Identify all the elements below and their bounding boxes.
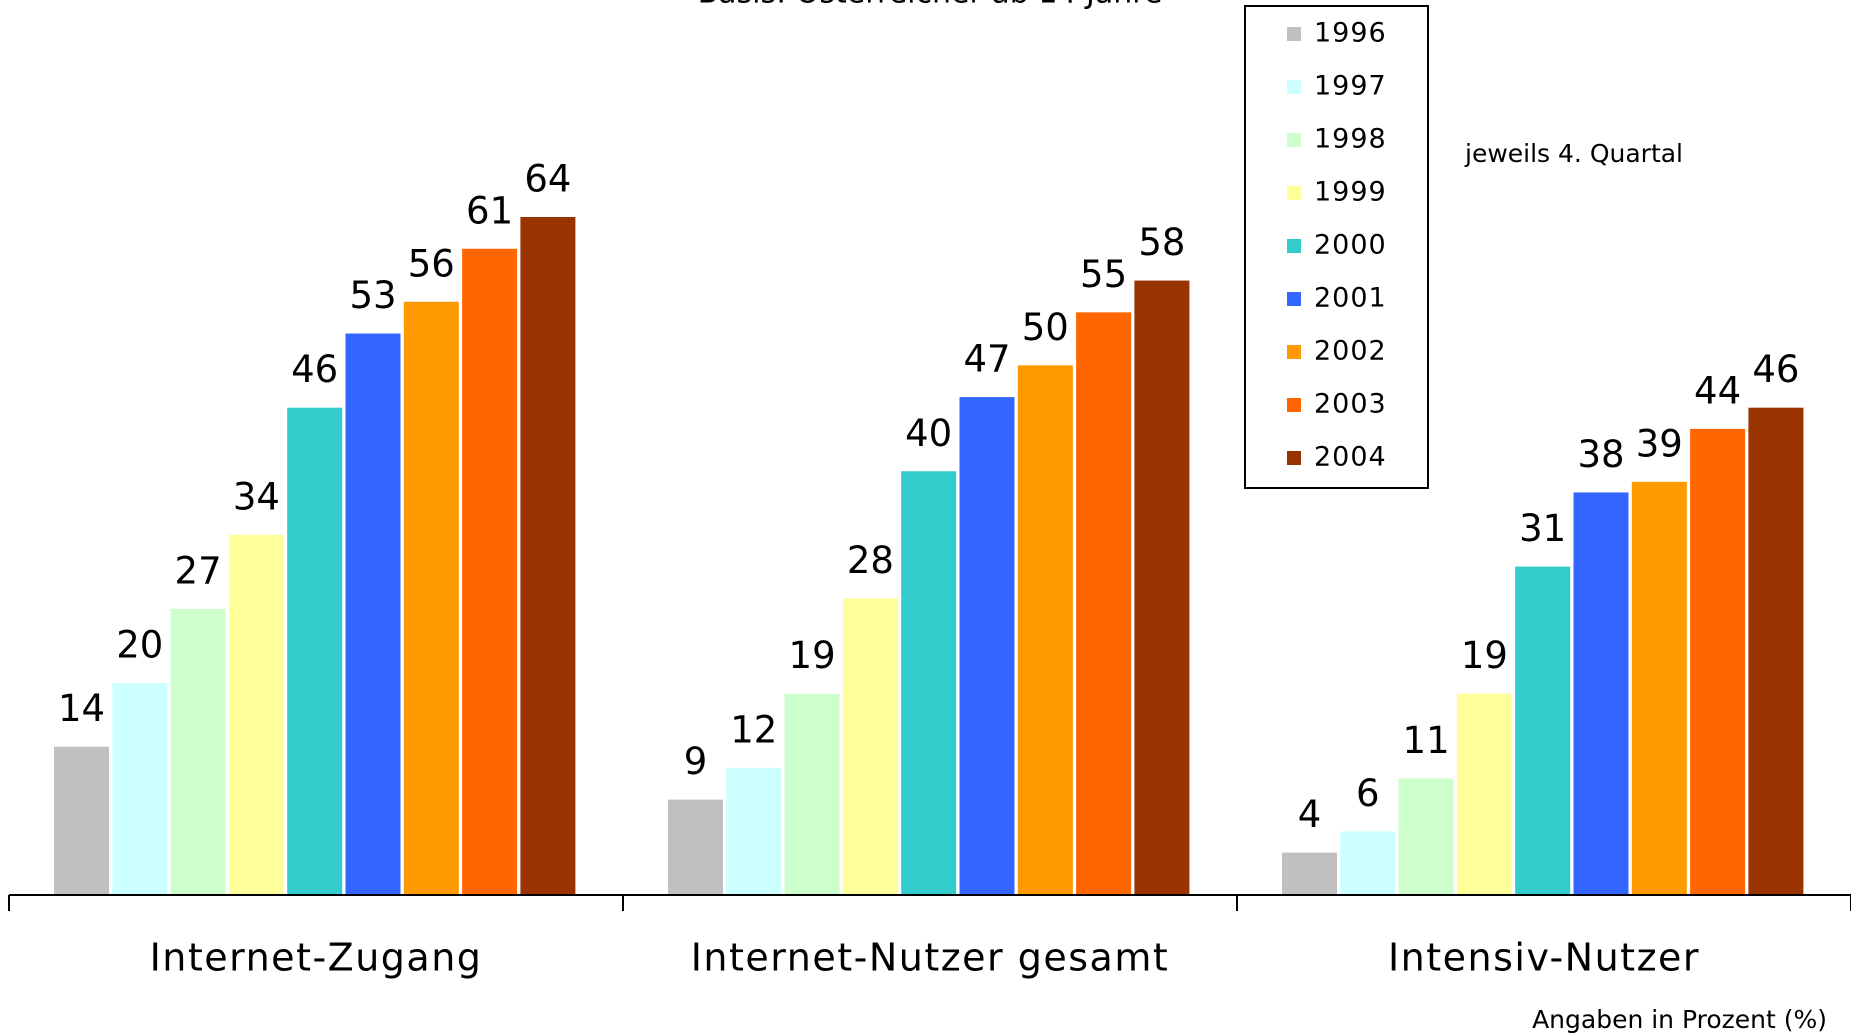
data-label: 6 [1356,772,1380,815]
bar [54,746,109,895]
legend-label: 2002 [1314,336,1387,367]
data-label: 55 [1080,253,1127,296]
legend-swatch [1287,186,1301,200]
data-label: 14 [58,687,105,730]
data-label: 46 [1752,348,1799,391]
data-label: 40 [905,412,952,455]
bar [1456,693,1512,895]
legend-box [1244,5,1429,489]
bar [726,767,782,895]
legend-swatch [1287,80,1301,94]
chart-subtitle: Basis: Österreicher ab 14 Jahre [698,0,1163,11]
bar [170,608,226,895]
bar [901,471,957,895]
data-label: 58 [1138,221,1185,264]
legend-swatch [1287,239,1301,253]
annotation: Angaben in Prozent (%) [1532,1005,1827,1034]
bar [1076,312,1132,895]
bar [1631,481,1687,895]
legend-swatch [1287,451,1301,465]
bar [1690,428,1746,895]
data-label: 20 [116,624,163,667]
bar [959,397,1015,895]
bar [784,693,840,895]
legend-label: 2001 [1314,283,1387,314]
legend-swatch [1287,292,1301,306]
bar [1573,492,1629,895]
legend-label: 2003 [1314,389,1387,420]
legend-label: 2000 [1314,230,1387,261]
data-label: 34 [233,475,280,518]
bar [1515,566,1571,895]
data-label: 47 [963,338,1010,381]
legend-label: 1998 [1314,124,1387,155]
x-tick-label: Internet-Zugang [150,936,483,980]
legend-label: 1997 [1314,71,1387,102]
legend-label: 1999 [1314,177,1387,208]
data-label: 9 [684,740,708,783]
data-label: 50 [1022,306,1069,349]
data-label: 27 [175,549,222,592]
x-tick-label: Intensiv-Nutzer [1388,936,1700,980]
bar [345,333,401,895]
data-label: 12 [730,708,777,751]
legend-swatch [1287,345,1301,359]
data-label: 4 [1298,793,1322,836]
bar [1134,280,1190,895]
bar [1017,365,1073,895]
bar [228,534,284,895]
bar [1398,778,1454,895]
legend-label: 2004 [1314,442,1387,473]
data-label: 56 [408,242,455,285]
data-label: 64 [524,158,571,201]
x-tick-label: Internet-Nutzer gesamt [691,936,1170,980]
data-label: 39 [1636,422,1683,465]
bar [1748,407,1804,895]
annotation: jeweils 4. Quartal [1464,139,1683,168]
legend-swatch [1287,398,1301,412]
legend-swatch [1287,133,1301,147]
bar [1340,831,1396,895]
data-label: 38 [1577,433,1624,476]
bar [462,248,518,895]
legend-label: 1996 [1314,18,1387,49]
bar [403,301,459,895]
data-label: 31 [1519,507,1566,550]
bar [112,683,168,895]
data-label: 28 [847,539,894,582]
bar [520,217,576,895]
data-label: 61 [466,189,513,232]
data-label: 19 [789,634,836,677]
data-label: 44 [1694,369,1741,412]
legend-swatch [1287,27,1301,41]
data-label: 46 [291,348,338,391]
bar [1282,852,1337,895]
bar [287,407,343,895]
data-label: 11 [1403,719,1450,762]
bar [668,799,723,895]
data-label: 53 [349,274,396,317]
bar [842,598,898,895]
data-label: 19 [1461,634,1508,677]
